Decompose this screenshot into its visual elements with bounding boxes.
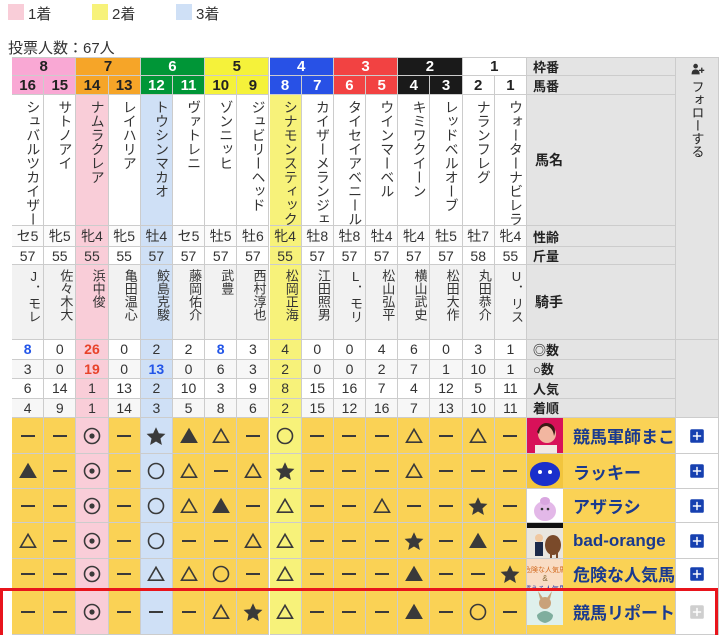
svg-text:危険な人気馬: 危険な人気馬	[527, 565, 563, 574]
svg-text:&: &	[542, 574, 548, 583]
